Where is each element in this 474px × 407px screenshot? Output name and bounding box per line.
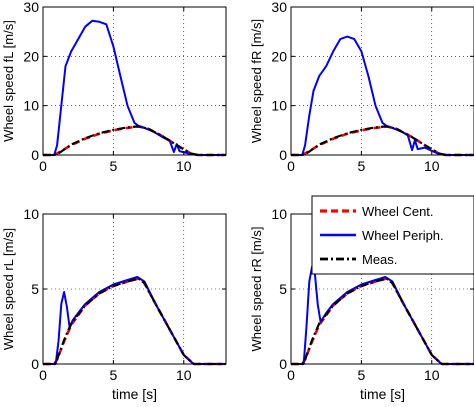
y-tick-label: 10 [23,98,39,114]
y-axis-label: Wheel speed fL [m/s] [1,20,16,142]
y-tick-label: 10 [271,98,287,114]
x-tick-label: 10 [176,367,192,383]
y-axis-label: Wheel speed rL [m/s] [1,228,16,350]
y-axis-label: Wheel speed fR [m/s] [249,19,264,143]
plot-area [43,214,226,364]
x-tick-label: 5 [357,158,365,174]
y-tick-label: 0 [279,356,287,372]
legend: Wheel Cent. Wheel Periph. Meas. [311,195,474,275]
series-meas [291,125,474,157]
y-tick-label: 0 [31,356,39,372]
axes-frame [42,6,227,156]
subplot-0: 0 5 10 0 10 20 30 Wheel speed fL [m/s] [1,0,227,174]
x-axis-label: time [s] [112,386,157,402]
x-tick-label: 5 [109,158,117,174]
x-tick-label: 10 [176,158,192,174]
x-tick-label: 0 [287,367,295,383]
y-tick-label: 10 [23,206,39,222]
plot-area [43,7,226,155]
x-tick-label: 10 [424,158,440,174]
y-tick-label: 30 [271,0,287,15]
x-tick-label: 0 [39,158,47,174]
legend-label: Wheel Periph. [362,228,444,243]
y-tick-label: 0 [279,147,287,163]
series-wheel-periph [291,35,474,156]
axes-frame [290,6,474,156]
y-tick-label: 0 [31,147,39,163]
y-tick-label: 30 [23,0,39,15]
x-tick-label: 5 [357,367,365,383]
x-axis-label: time [s] [360,386,405,402]
y-tick-label: 20 [271,48,287,64]
y-tick-label: 5 [279,281,287,297]
y-axis-label: Wheel speed rR [m/s] [249,227,264,352]
series-meas [43,125,226,157]
x-tick-label: 0 [287,158,295,174]
legend-label: Meas. [362,252,397,267]
series-meas [43,277,226,366]
plot-area [291,7,474,155]
subplot-1: 0 5 10 0 10 20 30 Wheel speed fR [m/s] [249,0,474,174]
legend-label: Wheel Cent. [362,204,434,219]
y-tick-label: 5 [31,281,39,297]
x-tick-label: 5 [109,367,117,383]
y-tick-label: 10 [271,206,287,222]
x-tick-label: 10 [424,367,440,383]
y-tick-label: 20 [23,48,39,64]
series-meas [291,277,474,366]
subplot-2: 0 5 10 0 5 10 Wheel speed rL [m/s] time [s] [1,206,227,402]
x-tick-label: 0 [39,367,47,383]
